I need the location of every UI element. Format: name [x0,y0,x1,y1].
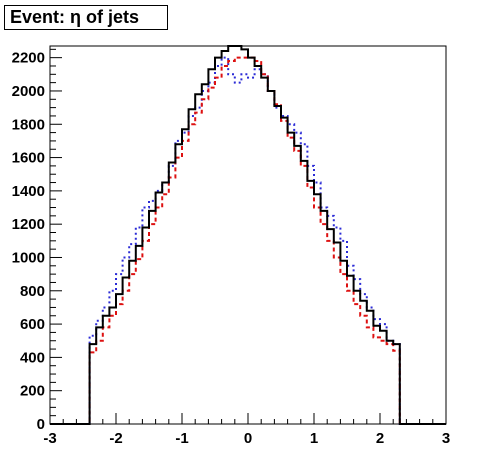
y-tick-label: 0 [37,416,45,433]
y-tick-label: 1600 [12,150,45,167]
y-tick-label: 1800 [12,116,45,133]
axis-layer: -3 -2 -1 0 1 2 3 0 200 400 600 800 1000 1200 1400 1600 1… [12,48,450,447]
x-tick-label: 0 [244,430,252,447]
plot-frame [49,45,447,425]
x-tick-label: 2 [376,430,384,447]
y-tick-label: 800 [20,283,45,300]
chart-title: Event: η of jets [4,5,168,30]
x-tick-label: -3 [43,430,56,447]
y-tick-label: 200 [20,383,45,400]
x-tick-label: -2 [109,430,122,447]
y-tick-label: 600 [20,316,45,333]
x-tick-label: -1 [175,430,188,447]
y-tick-label: 1400 [12,183,45,200]
y-tick-label: 2200 [12,50,45,67]
y-tick-label: 2000 [12,83,45,100]
y-tick-label: 1200 [12,216,45,233]
series-solid-line [50,45,446,425]
series-dotted-line [50,56,446,425]
series-dashed-line [50,56,446,425]
y-tick-label: 400 [20,349,45,366]
x-tick-label: 3 [442,430,450,447]
x-tick-label: 1 [310,430,318,447]
series-layer [50,45,446,425]
y-tick-label: 1000 [12,249,45,266]
